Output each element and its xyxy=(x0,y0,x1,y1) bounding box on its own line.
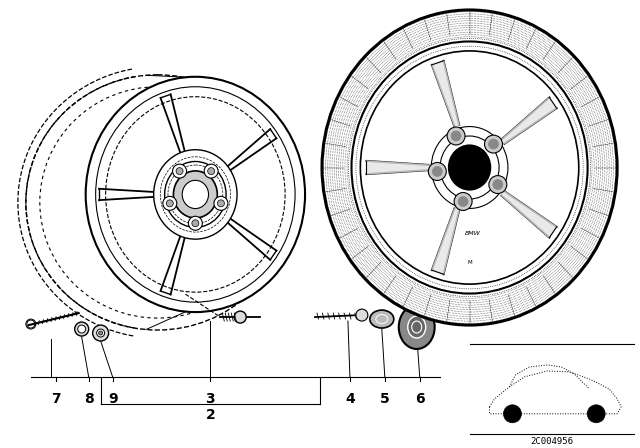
Circle shape xyxy=(454,193,472,211)
Polygon shape xyxy=(502,98,557,144)
Circle shape xyxy=(97,329,104,337)
Ellipse shape xyxy=(95,87,295,302)
Text: 1: 1 xyxy=(488,287,497,301)
Circle shape xyxy=(75,322,89,336)
Text: 2: 2 xyxy=(205,408,215,422)
Circle shape xyxy=(484,135,502,153)
Circle shape xyxy=(356,309,368,321)
Circle shape xyxy=(451,131,461,141)
Ellipse shape xyxy=(399,305,435,349)
Circle shape xyxy=(214,196,228,210)
Circle shape xyxy=(163,196,177,210)
Ellipse shape xyxy=(164,161,226,228)
Circle shape xyxy=(504,405,522,423)
Circle shape xyxy=(166,200,173,207)
Ellipse shape xyxy=(108,99,283,290)
Text: 2C004956: 2C004956 xyxy=(530,437,573,446)
Text: BMW: BMW xyxy=(465,231,481,236)
Circle shape xyxy=(176,168,183,175)
Ellipse shape xyxy=(360,51,579,284)
Text: 8: 8 xyxy=(84,392,93,406)
Circle shape xyxy=(204,164,218,178)
Circle shape xyxy=(489,176,507,194)
Ellipse shape xyxy=(431,126,508,208)
Ellipse shape xyxy=(408,316,426,338)
Circle shape xyxy=(433,167,442,177)
Circle shape xyxy=(428,163,446,181)
Ellipse shape xyxy=(449,146,490,190)
Circle shape xyxy=(218,200,225,207)
Circle shape xyxy=(207,168,214,175)
Ellipse shape xyxy=(440,136,499,199)
Text: M: M xyxy=(467,259,472,264)
Ellipse shape xyxy=(370,310,394,328)
Text: 4: 4 xyxy=(345,392,355,406)
Circle shape xyxy=(99,331,102,335)
Polygon shape xyxy=(502,191,557,237)
Ellipse shape xyxy=(322,10,617,325)
Circle shape xyxy=(192,220,199,227)
Circle shape xyxy=(488,139,499,149)
Text: 6: 6 xyxy=(415,392,424,406)
Circle shape xyxy=(493,180,503,190)
Polygon shape xyxy=(432,61,459,126)
Circle shape xyxy=(458,197,468,207)
Circle shape xyxy=(447,127,465,145)
Circle shape xyxy=(77,325,86,333)
Ellipse shape xyxy=(351,42,588,293)
Polygon shape xyxy=(432,209,459,274)
Circle shape xyxy=(93,325,109,341)
Ellipse shape xyxy=(106,97,285,292)
Ellipse shape xyxy=(154,150,237,239)
Text: 5: 5 xyxy=(380,392,390,406)
Circle shape xyxy=(188,216,202,230)
Text: 7: 7 xyxy=(51,392,61,406)
Polygon shape xyxy=(367,161,428,174)
Circle shape xyxy=(588,405,605,423)
Ellipse shape xyxy=(173,171,218,218)
Text: 9: 9 xyxy=(108,392,117,406)
Circle shape xyxy=(173,164,186,178)
Ellipse shape xyxy=(182,180,209,209)
Ellipse shape xyxy=(86,77,305,312)
Text: 3: 3 xyxy=(205,392,215,406)
Circle shape xyxy=(234,311,246,323)
